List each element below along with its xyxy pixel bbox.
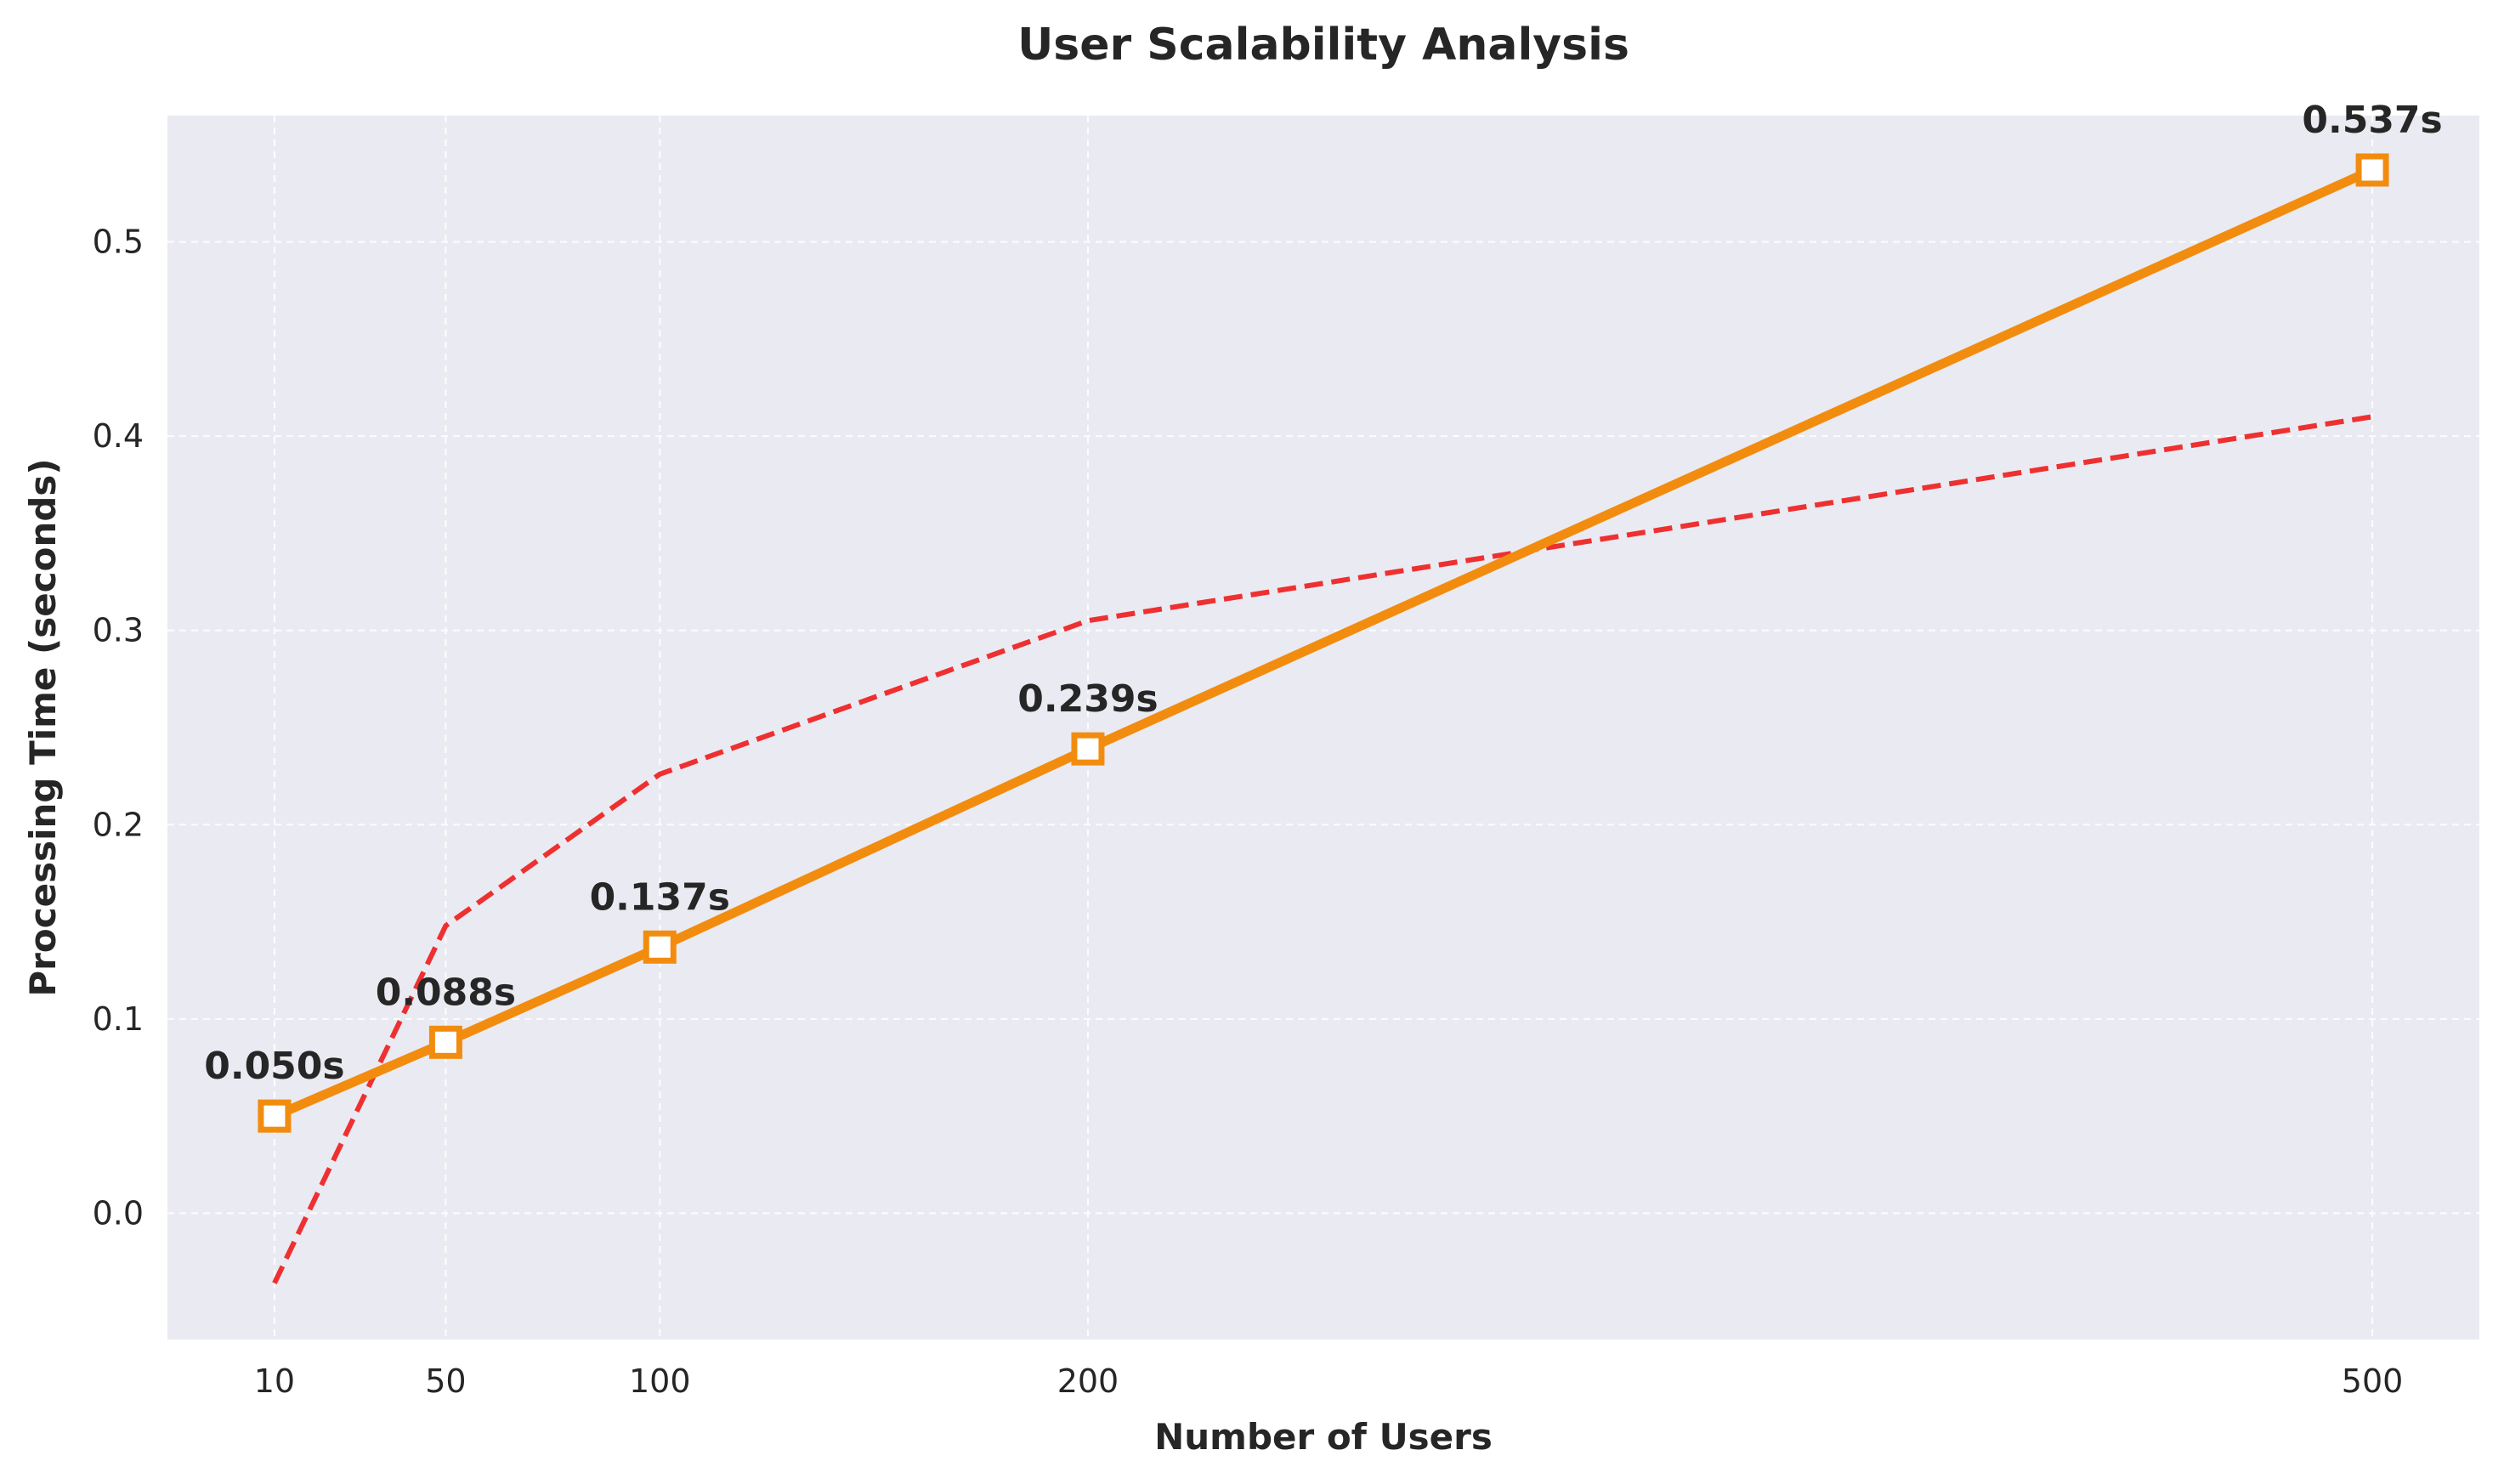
y-axis-title: Processing Time (seconds) (22, 458, 64, 996)
data-point-marker (258, 1099, 292, 1133)
x-tick-label: 100 (629, 1362, 691, 1400)
y-tick-label: 0.4 (93, 417, 144, 455)
grid (167, 116, 2479, 1340)
data-point-marker (428, 1025, 462, 1059)
y-tick-label: 0.5 (93, 224, 144, 261)
data-label: 0.239s (1017, 677, 1158, 721)
chart-title: User Scalability Analysis (1017, 20, 1629, 71)
series: 0.050s 0.088s 0.137s 0.239s 0.537s (204, 99, 2443, 1285)
x-tick-label: 500 (2342, 1362, 2404, 1400)
data-label: 0.537s (2302, 99, 2442, 142)
y-tick-label: 0.1 (93, 1000, 144, 1038)
data-label: 0.137s (590, 875, 730, 919)
x-tick-label: 200 (1057, 1362, 1119, 1400)
y-tick-label: 0.2 (93, 806, 144, 843)
dashed-series-line (272, 414, 2373, 1285)
x-axis-title: Number of Users (1154, 1416, 1493, 1458)
y-tick-label: 0.3 (93, 612, 144, 649)
data-label: 0.088s (376, 971, 516, 1014)
ticks: 10 50 100 200 500 0.0 0.1 0.2 0.3 0.4 0.5 (93, 224, 2404, 1400)
data-label: 0.050s (204, 1045, 344, 1088)
data-point-marker (1071, 732, 1105, 766)
x-tick-label: 10 (254, 1362, 295, 1400)
x-tick-label: 50 (425, 1362, 466, 1400)
data-point-marker (643, 930, 677, 964)
plot-area (167, 116, 2479, 1340)
data-point-marker (2355, 153, 2389, 187)
y-tick-label: 0.0 (93, 1194, 144, 1232)
